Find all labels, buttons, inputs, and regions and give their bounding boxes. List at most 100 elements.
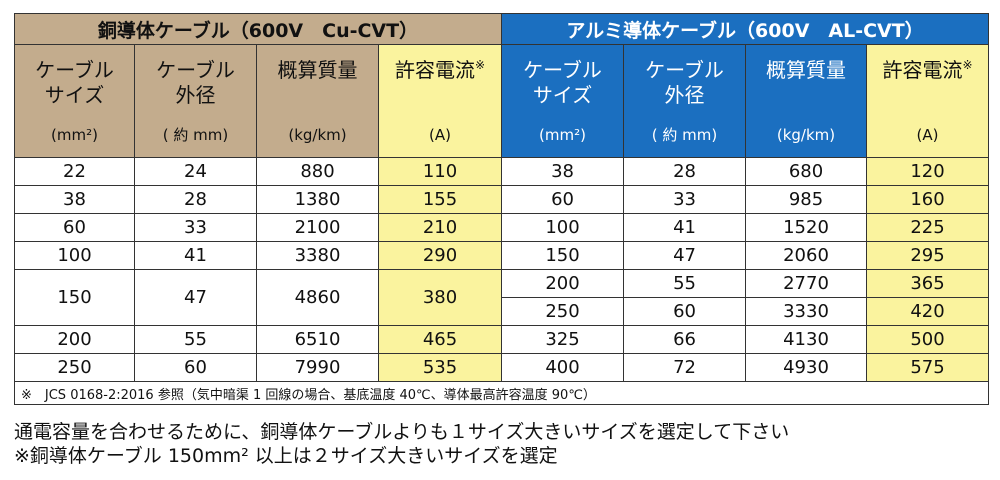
aluminum-diameter-cell: 41	[623, 213, 747, 242]
table-row: 150 47 4860 380 200 55 2770 365	[14, 269, 990, 326]
table-header-row: ケーブル サイズ (mm²) ケーブル 外径 ( 約 mm) 概算質量 (kg/km)…	[14, 44, 990, 158]
copper-header-size: ケーブル サイズ (mm²)	[14, 44, 135, 158]
copper-mass-cell: 4860	[256, 269, 379, 326]
remark-line: ※銅導体ケーブル 150mm² 以上は２サイズ大きいサイズを選定	[14, 445, 558, 467]
remarks: 通電容量を合わせるために、銅導体ケーブルよりも１サイズ大きいサイズを選定して下さ…	[14, 420, 789, 468]
header-unit: ( 約 mm)	[651, 125, 718, 144]
table-row: 100 41 3380 290 150 47 2060 295	[14, 241, 990, 270]
copper-ampacity-cell: 380	[377, 269, 503, 326]
aluminum-header-mass: 概算質量 (kg/km)	[745, 44, 868, 158]
header-unit: (kg/km)	[776, 125, 836, 144]
copper-diameter-cell: 41	[134, 241, 257, 270]
copper-ampacity-cell: 155	[377, 185, 503, 214]
copper-ampacity-cell: 210	[377, 213, 503, 242]
copper-ampacity-cell: 465	[377, 325, 503, 354]
aluminum-table-title: アルミ導体ケーブル（600V AL-CVT）	[501, 13, 990, 45]
copper-mass-cell: 6510	[256, 325, 379, 354]
aluminum-mass-cell: 2770	[745, 269, 868, 298]
table-row: 200 55 6510 465 325 66 4130 500	[14, 325, 990, 354]
header-unit: (mm²)	[539, 125, 586, 144]
aluminum-diameter-cell: 55	[623, 269, 747, 298]
header-label-text: 許容電流	[394, 57, 475, 82]
aluminum-diameter-cell: 66	[623, 325, 747, 354]
aluminum-diameter-cell: 33	[623, 185, 747, 214]
copper-diameter-cell: 60	[134, 353, 257, 382]
header-unit: (A)	[916, 125, 939, 144]
header-label: ケーブル サイズ	[523, 57, 602, 107]
copper-diameter-cell: 24	[134, 157, 257, 186]
footnote-mark: ※	[962, 57, 973, 72]
header-unit: (A)	[429, 125, 451, 144]
footnote-row: ※ JCS 0168-2:2016 参照（気中暗渠 1 回線の場合、基底温度 4…	[13, 381, 990, 405]
header-label: 許容電流※	[379, 58, 501, 83]
table-row: 60 33 2100 210 100 41 1520 225	[14, 213, 990, 242]
aluminum-ampacity-cell: 365	[866, 269, 990, 298]
header-unit: ( 約 mm)	[162, 125, 229, 144]
table-row: 250 60 3330 420	[15, 297, 990, 326]
copper-diameter-cell: 55	[134, 325, 257, 354]
copper-mass-cell: 880	[256, 157, 379, 186]
aluminum-mass-cell: 985	[745, 185, 868, 214]
header-label: 概算質量	[766, 57, 847, 82]
aluminum-mass-cell: 4930	[745, 353, 868, 382]
copper-size-cell: 100	[14, 241, 135, 270]
aluminum-mass-cell: 2060	[745, 241, 868, 270]
aluminum-header-size: ケーブル サイズ (mm²)	[501, 44, 625, 158]
aluminum-header-ampacity: 許容電流※ (A)	[866, 44, 990, 158]
aluminum-size-cell: 325	[501, 325, 625, 354]
aluminum-ampacity-cell: 500	[866, 325, 990, 354]
copper-size-cell: 38	[14, 185, 135, 214]
remark-line: 通電容量を合わせるために、銅導体ケーブルよりも１サイズ大きいサイズを選定して下さ…	[14, 421, 790, 443]
copper-ampacity-cell: 290	[377, 241, 503, 270]
copper-header-mass: 概算質量 (kg/km)	[256, 44, 379, 158]
aluminum-diameter-cell: 47	[623, 241, 747, 270]
header-label: 許容電流※	[867, 58, 988, 83]
aluminum-size-cell: 60	[501, 185, 625, 214]
copper-diameter-cell: 47	[134, 269, 257, 326]
aluminum-diameter-cell: 28	[623, 157, 747, 186]
copper-mass-cell: 7990	[256, 353, 379, 382]
aluminum-header-diameter: ケーブル 外径 ( 約 mm)	[623, 44, 747, 158]
header-label: ケーブル 外径	[645, 57, 724, 107]
aluminum-mass-cell: 3330	[745, 297, 868, 326]
aluminum-ampacity-cell: 120	[866, 157, 990, 186]
table-row: 38 28 1380 155 60 33 985 160	[14, 185, 990, 214]
copper-size-cell: 250	[14, 353, 135, 382]
copper-diameter-cell: 28	[134, 185, 257, 214]
table-row: 250 60 7990 535 400 72 4930 575	[14, 353, 990, 382]
aluminum-size-cell: 100	[501, 213, 625, 242]
copper-ampacity-cell: 110	[377, 157, 503, 186]
aluminum-size-cell: 250	[501, 297, 625, 326]
header-label: 概算質量	[277, 57, 358, 82]
aluminum-mass-cell: 1520	[745, 213, 868, 242]
copper-header-diameter: ケーブル 外径 ( 約 mm)	[134, 44, 257, 158]
copper-table-title: 銅導体ケーブル（600V Cu-CVT）	[13, 13, 503, 45]
aluminum-mass-cell: 4130	[745, 325, 868, 354]
aluminum-ampacity-cell: 420	[866, 297, 990, 326]
copper-mass-cell: 1380	[256, 185, 379, 214]
aluminum-ampacity-cell: 225	[866, 213, 990, 242]
aluminum-mass-cell: 680	[745, 157, 868, 186]
header-label-text: 許容電流	[882, 57, 963, 82]
aluminum-size-cell: 38	[501, 157, 625, 186]
aluminum-diameter-cell: 72	[623, 353, 747, 382]
copper-size-cell: 60	[14, 213, 135, 242]
aluminum-size-cell: 400	[501, 353, 625, 382]
table-title-row: 銅導体ケーブル（600V Cu-CVT） アルミ導体ケーブル（600V AL-C…	[13, 13, 990, 45]
header-label: ケーブル サイズ	[35, 57, 114, 107]
copper-header-ampacity: 許容電流※ (A)	[377, 44, 503, 158]
header-unit: (kg/km)	[288, 125, 347, 144]
copper-size-cell: 150	[14, 269, 135, 326]
copper-mass-cell: 3380	[256, 241, 379, 270]
copper-ampacity-cell: 535	[377, 353, 503, 382]
aluminum-size-cell: 150	[501, 241, 625, 270]
table-footnote: ※ JCS 0168-2:2016 参照（気中暗渠 1 回線の場合、基底温度 4…	[13, 381, 990, 405]
copper-mass-cell: 2100	[256, 213, 379, 242]
aluminum-diameter-cell: 60	[623, 297, 747, 326]
aluminum-ampacity-cell: 295	[866, 241, 990, 270]
table-row: 22 24 880 110 38 28 680 120	[14, 157, 990, 186]
copper-diameter-cell: 33	[134, 213, 257, 242]
header-unit: (mm²)	[51, 125, 98, 144]
copper-size-cell: 200	[14, 325, 135, 354]
aluminum-size-cell: 200	[501, 269, 625, 298]
